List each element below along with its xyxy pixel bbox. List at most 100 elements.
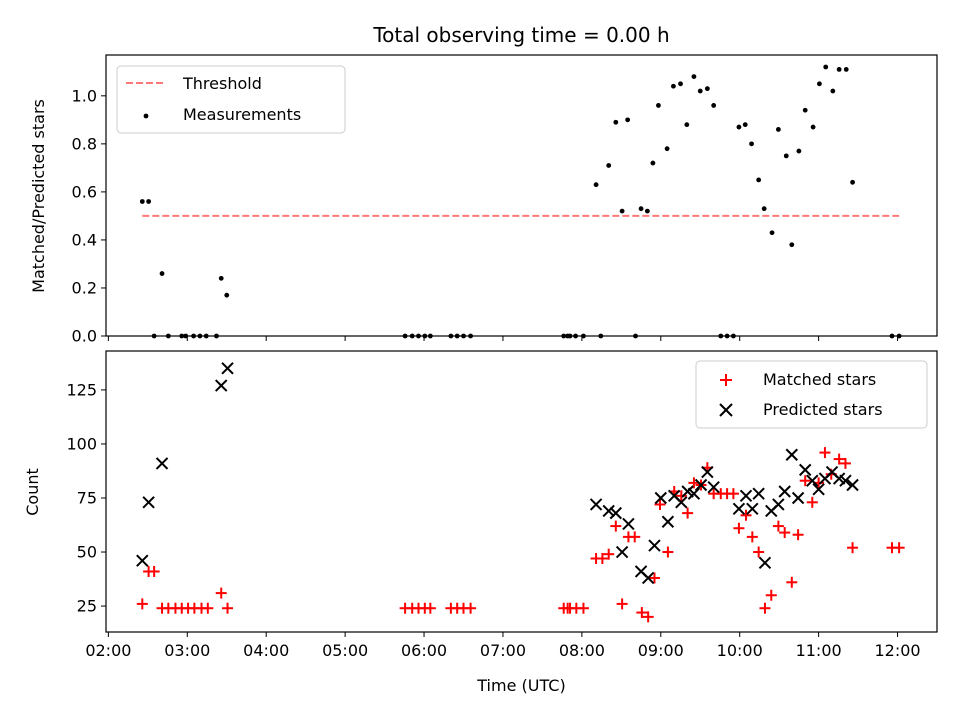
measurement-point bbox=[736, 124, 742, 130]
predicted-star-point bbox=[142, 496, 155, 509]
matched-star-point bbox=[733, 522, 745, 534]
count-x-axis: 02:00 03:00 04:00 05:00 06:00 07:00 08:00 09:00… bbox=[85, 632, 921, 660]
measurement-point bbox=[796, 148, 802, 154]
matched-star-point bbox=[629, 531, 641, 543]
y-tick-label: 0.4 bbox=[72, 230, 97, 249]
predicted-star-point bbox=[648, 539, 661, 552]
matched-star-point bbox=[819, 447, 831, 459]
predicted-star-point bbox=[707, 480, 720, 494]
matched-star-point bbox=[753, 546, 765, 558]
measurement-point bbox=[644, 208, 650, 214]
matched-star-point bbox=[765, 589, 777, 601]
predicted-star-point bbox=[661, 515, 675, 528]
measurement-point bbox=[789, 242, 795, 248]
x-tick-label: 07:00 bbox=[480, 641, 526, 660]
predicted-star-point bbox=[791, 491, 805, 505]
y-tick-label: 0.8 bbox=[72, 134, 97, 153]
x-tick-label: 05:00 bbox=[322, 641, 368, 660]
predicted-star-point bbox=[694, 478, 708, 492]
count-legend: Matched stars Predicted stars bbox=[695, 360, 928, 429]
matched-star-point bbox=[642, 611, 654, 623]
predicted-star-point bbox=[136, 554, 149, 567]
predicted-star-point bbox=[739, 489, 753, 503]
measurements-legend-swatch bbox=[143, 113, 149, 119]
y-tick-label: 0.6 bbox=[72, 182, 97, 201]
measurement-point bbox=[830, 88, 836, 94]
predicted-star-point bbox=[221, 362, 234, 375]
predicted-star-point bbox=[602, 504, 615, 518]
y-tick-label: 25 bbox=[77, 597, 97, 616]
x-tick-label: 06:00 bbox=[401, 641, 447, 660]
x-tick-label: 11:00 bbox=[796, 641, 842, 660]
predicted-star-point bbox=[215, 379, 228, 392]
matched-star-point bbox=[202, 602, 214, 614]
x-axis-label: Time (UTC) bbox=[476, 676, 565, 695]
measurement-point bbox=[823, 64, 829, 70]
matched-legend-swatch bbox=[720, 374, 732, 386]
measurement-point bbox=[146, 199, 152, 204]
measurement-point bbox=[817, 81, 822, 87]
measurement-point bbox=[836, 67, 842, 72]
matched-star-point bbox=[136, 598, 148, 610]
matched-star-point bbox=[727, 488, 739, 500]
measurement-point bbox=[843, 67, 849, 72]
count-legend-box bbox=[695, 360, 928, 429]
measurement-point bbox=[625, 117, 631, 123]
predicted-star-point bbox=[812, 483, 825, 496]
matched-star-point bbox=[772, 520, 784, 532]
matched-star-point bbox=[746, 531, 758, 543]
matched-star-point bbox=[603, 548, 615, 560]
matched-star-point bbox=[847, 542, 859, 554]
matched-star-point bbox=[596, 553, 608, 565]
matched-star-point bbox=[577, 602, 589, 614]
measurement-point bbox=[761, 206, 767, 212]
x-tick-label: 12:00 bbox=[874, 641, 920, 660]
matched-star-point bbox=[779, 527, 791, 539]
predicted-star-point bbox=[785, 448, 798, 461]
predicted-star-point bbox=[687, 487, 701, 500]
x-tick-label: 02:00 bbox=[85, 641, 131, 660]
y-tick-label: 0.0 bbox=[72, 327, 97, 346]
measurement-point bbox=[656, 103, 661, 108]
predicted-star-point bbox=[772, 498, 785, 511]
y-tick-label: 75 bbox=[77, 488, 97, 507]
matched-star-point bbox=[893, 542, 905, 554]
measurement-point bbox=[783, 153, 789, 159]
matched-star-point bbox=[806, 496, 818, 508]
predicted-star-point bbox=[732, 502, 746, 515]
ratio-legend-box bbox=[116, 65, 346, 134]
ratio-panel: 0.0 0.2 0.4 0.6 0.8 1.0 Matched/Predicted sta… bbox=[29, 54, 938, 346]
predicted-star-point bbox=[622, 517, 635, 531]
predicted-star-point bbox=[641, 571, 655, 585]
matched-star-point bbox=[222, 602, 234, 614]
measurement-point bbox=[769, 230, 775, 236]
matched-star-point bbox=[833, 453, 845, 465]
matched-star-point bbox=[215, 587, 227, 599]
x-tick-label: 04:00 bbox=[243, 641, 289, 660]
matched-star-point bbox=[654, 498, 666, 510]
matched-star-point bbox=[682, 507, 694, 519]
measurement-point bbox=[224, 292, 230, 298]
predicted-star-point bbox=[701, 465, 714, 479]
measurement-point bbox=[606, 163, 612, 168]
predicted-star-point bbox=[675, 496, 688, 509]
matched-star-point bbox=[648, 572, 660, 584]
predicted-star-point bbox=[839, 474, 852, 487]
predicted-star-point bbox=[778, 485, 791, 498]
y-tick-label: 125 bbox=[66, 380, 97, 399]
y-tick-label: 100 bbox=[66, 434, 97, 453]
measurement-point bbox=[810, 124, 816, 130]
matched-star-point bbox=[148, 565, 160, 577]
ratio-legend: Threshold Measurements bbox=[116, 65, 346, 134]
measurement-point bbox=[159, 271, 165, 276]
predicted-star-point bbox=[806, 474, 819, 487]
predicted-star-point bbox=[609, 506, 623, 520]
measurement-point bbox=[664, 146, 670, 152]
predicted-star-point bbox=[799, 463, 812, 477]
measurement-point bbox=[775, 127, 781, 132]
predicted-star-point bbox=[846, 478, 859, 492]
measurement-point bbox=[742, 122, 748, 128]
matched-star-point bbox=[839, 457, 851, 469]
measurement-point bbox=[671, 83, 676, 89]
